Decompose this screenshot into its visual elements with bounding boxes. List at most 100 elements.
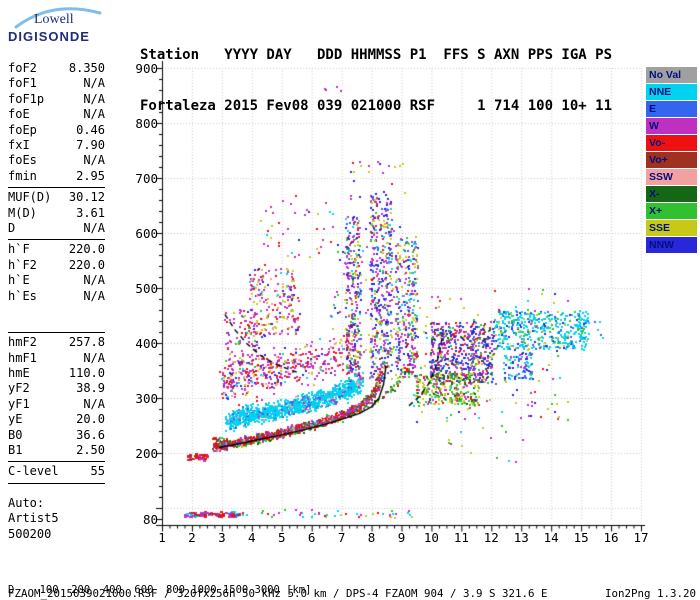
station-header: Station YYYY DAY DDD HHMMSS P1 FFS S AXN… [140, 13, 612, 149]
param-label: M(D) [8, 205, 37, 220]
x-tick-label: 3 [218, 530, 226, 545]
param-value: N/A [83, 396, 105, 411]
x-tick-label: 15 [573, 530, 589, 545]
footer-file-info: FZAOM_2015039021000.RSF / 320fx256h 50 k… [8, 587, 548, 600]
y-tick-label: 800 [135, 116, 158, 131]
x-tick-label: 16 [603, 530, 619, 545]
param-row: B0 36.6 [8, 428, 105, 443]
param-label: fmin [8, 168, 37, 183]
param-label: hmE [8, 365, 30, 380]
param-row: hmF2 257.8 [8, 335, 105, 350]
param-label: foF1 [8, 76, 37, 91]
x-tick-label: 14 [543, 530, 559, 545]
direction-legend: No Val NNE E W Vo- Vo+ SSW X- X+ SSE NNW [646, 67, 697, 254]
parameter-panel: foF2 8.350 foF1 N/A foF1p N/A foE N/A foEp 0.46 fx… [8, 61, 105, 542]
param-row: D N/A [8, 221, 105, 236]
x-tick-label: 4 [248, 530, 256, 545]
param-row: h`F 220.0 [8, 242, 105, 257]
x-tick-label: 10 [423, 530, 439, 545]
legend-item-vo: Vo- [646, 135, 697, 151]
panel-separator [8, 187, 105, 189]
param-row: yE 20.0 [8, 412, 105, 427]
legend-item-ssw: SSW [646, 169, 697, 185]
param-row: h`E N/A [8, 273, 105, 288]
param-row: M(D) 3.61 [8, 206, 105, 221]
panel-separator [8, 461, 105, 463]
param-row: Artist5 [8, 511, 105, 526]
x-tick-label: 5 [277, 530, 286, 545]
param-label: foEp [8, 122, 37, 137]
x-tick-label: 11 [453, 530, 469, 545]
param-row: MUF(D) 30.12 [8, 190, 105, 205]
param-label: MUF(D) [8, 190, 52, 205]
logo-digisonde-text: DIGISONDE [8, 29, 90, 44]
y-tick-label: 600 [135, 226, 158, 241]
legend-item-nnw: NNW [646, 237, 697, 253]
param-label: hmF1 [8, 350, 37, 365]
param-label: h`Es [8, 288, 37, 303]
param-row: B1 2.50 [8, 443, 105, 458]
y-tick-label: 900 [135, 61, 158, 76]
x-tick-label: 6 [307, 530, 316, 545]
legend-item-x: X+ [646, 203, 697, 219]
param-value: 110.0 [68, 365, 105, 380]
param-label: yF1 [8, 396, 30, 411]
legend-item-x: X- [646, 186, 697, 202]
legend-item-w: W [646, 118, 697, 134]
param-value: 2.50 [76, 442, 105, 457]
param-row: foF1p N/A [8, 92, 105, 107]
param-row: 500200 [8, 527, 105, 542]
muf-distance-row: D 100 200 400 600 800 1000 1500 3000 [km… [8, 584, 312, 596]
param-value: N/A [83, 91, 105, 106]
muf-table: D 100 200 400 600 800 1000 1500 3000 [km… [8, 553, 318, 600]
y-tick-label: 80 [142, 512, 158, 527]
param-row: foF2 8.350 [8, 61, 105, 76]
param-value: 8.350 [68, 61, 105, 75]
param-value: 2.95 [76, 168, 105, 183]
param-row: hmE 110.0 [8, 366, 105, 381]
param-row: foF1 N/A [8, 76, 105, 91]
header-line-columns: Station YYYY DAY DDD HHMMSS P1 FFS S AXN… [140, 47, 613, 63]
param-row: foEs N/A [8, 153, 105, 168]
logo-lowell-text: Lowell [34, 12, 74, 27]
x-tick-label: 9 [397, 530, 406, 545]
param-label: 500200 [8, 526, 52, 541]
param-value: 3.61 [76, 205, 105, 220]
x-tick-label: 2 [188, 530, 196, 545]
x-tick-label: 17 [633, 530, 649, 545]
legend-item-vo: Vo+ [646, 152, 697, 168]
param-row: foE N/A [8, 107, 105, 122]
header-line-values: Fortaleza 2015 Fev08 039 021000 RSF 1 71… [140, 98, 613, 114]
param-label: B1 [8, 442, 23, 457]
legend-item-e: E [646, 101, 697, 117]
param-value: 0.46 [76, 122, 105, 137]
param-value: N/A [83, 350, 105, 365]
param-row: yF2 38.9 [8, 381, 105, 396]
param-label: yF2 [8, 381, 30, 396]
param-label: h`F [8, 242, 30, 257]
y-tick-label: 300 [135, 391, 158, 406]
y-tick-label: 400 [135, 336, 158, 351]
y-tick-label: 500 [135, 281, 158, 296]
param-row: C-level 55 [8, 464, 105, 479]
param-row: yF1 N/A [8, 397, 105, 412]
legend-item-nne: NNE [646, 84, 697, 100]
param-value: N/A [83, 76, 105, 91]
param-value: N/A [83, 107, 105, 122]
panel-separator [8, 482, 105, 484]
param-label: h`E [8, 273, 30, 288]
param-label: hmF2 [8, 335, 37, 350]
legend-item-noval: No Val [646, 67, 697, 83]
param-value: 220.0 [68, 242, 105, 257]
param-value: 36.6 [76, 427, 105, 442]
param-row: h`F2 220.0 [8, 258, 105, 273]
legend-item-sse: SSE [646, 220, 697, 236]
param-value: 257.8 [68, 335, 105, 350]
x-tick-label: 12 [483, 530, 499, 545]
digisonde-logo: Lowell DIGISONDE [8, 4, 112, 48]
param-label: yE [8, 412, 23, 427]
param-label: foE [8, 107, 30, 122]
param-row: fxI 7.90 [8, 138, 105, 153]
